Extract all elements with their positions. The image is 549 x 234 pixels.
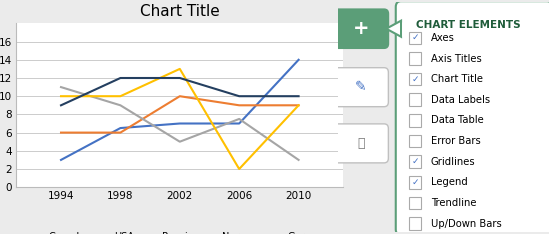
Text: +: + — [352, 19, 369, 38]
Text: Axes: Axes — [430, 33, 455, 43]
Text: Data Table: Data Table — [430, 115, 483, 125]
Bar — [410, 135, 421, 147]
Bar — [410, 73, 421, 85]
Text: ✓: ✓ — [412, 157, 419, 166]
Legend: Canada, USA, Russia, Norway, Germany: Canada, USA, Russia, Norway, Germany — [24, 228, 336, 234]
Text: Legend: Legend — [430, 177, 467, 187]
Text: Error Bars: Error Bars — [430, 136, 480, 146]
Bar — [410, 197, 421, 209]
Text: Data Labels: Data Labels — [430, 95, 490, 105]
Text: Chart Title: Chart Title — [430, 74, 483, 84]
FancyBboxPatch shape — [396, 1, 549, 234]
Bar — [410, 32, 421, 44]
FancyBboxPatch shape — [333, 124, 388, 163]
Bar — [410, 52, 421, 65]
Title: Chart Title: Chart Title — [140, 4, 220, 19]
Bar — [410, 176, 421, 189]
Bar — [410, 155, 421, 168]
FancyBboxPatch shape — [333, 68, 388, 107]
Text: CHART ELEMENTS: CHART ELEMENTS — [416, 20, 520, 30]
Text: ⏷: ⏷ — [357, 137, 365, 150]
Text: ✓: ✓ — [412, 178, 419, 187]
Text: Trendline: Trendline — [430, 198, 476, 208]
Text: Up/Down Bars: Up/Down Bars — [430, 219, 501, 229]
Text: ✓: ✓ — [412, 75, 419, 84]
Text: Gridlines: Gridlines — [430, 157, 475, 167]
Text: ✎: ✎ — [355, 80, 367, 94]
Bar — [410, 94, 421, 106]
Bar — [410, 114, 421, 127]
Bar — [410, 217, 421, 230]
Text: Axis Titles: Axis Titles — [430, 54, 481, 63]
FancyBboxPatch shape — [333, 9, 388, 48]
Text: ✓: ✓ — [412, 33, 419, 42]
Polygon shape — [386, 21, 401, 37]
